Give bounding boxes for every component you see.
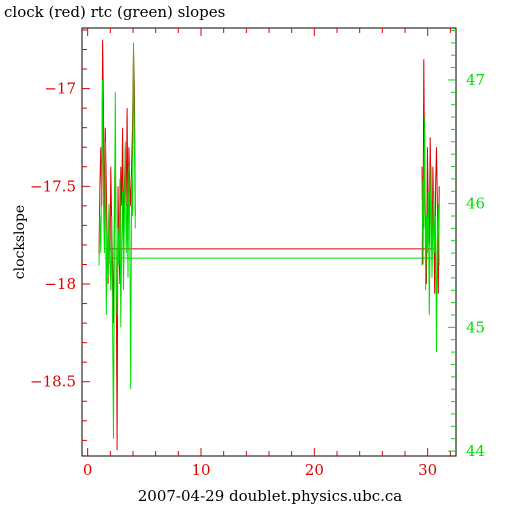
- right-tick-label: 44: [466, 442, 485, 460]
- left-axis: −17 −17.5 −18 −18.5: [30, 29, 90, 441]
- plot-frame: [81, 27, 457, 457]
- bottom-axis: 0 10 20 30: [83, 28, 451, 479]
- bottom-tick-label: 30: [418, 461, 437, 479]
- right-tick-label: 47: [466, 71, 485, 89]
- bottom-tick-label: 10: [191, 461, 210, 479]
- bottom-tick-label: 0: [83, 461, 93, 479]
- right-axis: 44 45 46 47: [448, 29, 485, 460]
- right-tick-label: 45: [466, 318, 485, 336]
- y-axis-label: clockslope: [12, 205, 28, 279]
- plot-traces: [98, 39, 440, 451]
- left-tick-label: −17.5: [30, 177, 76, 195]
- rtc-series-line: [98, 42, 136, 439]
- left-tick-label: −18.5: [30, 373, 76, 391]
- chart-title: clock (red) rtc (green) slopes: [4, 3, 225, 21]
- right-tick-label: 46: [466, 195, 485, 213]
- x-axis-label: 2007-04-29 doublet.physics.ubc.ca: [138, 487, 403, 505]
- left-tick-label: −18: [44, 275, 76, 293]
- left-tick-label: −17: [44, 80, 76, 98]
- rtc-series-line: [421, 117, 440, 353]
- bottom-tick-label: 20: [305, 461, 324, 479]
